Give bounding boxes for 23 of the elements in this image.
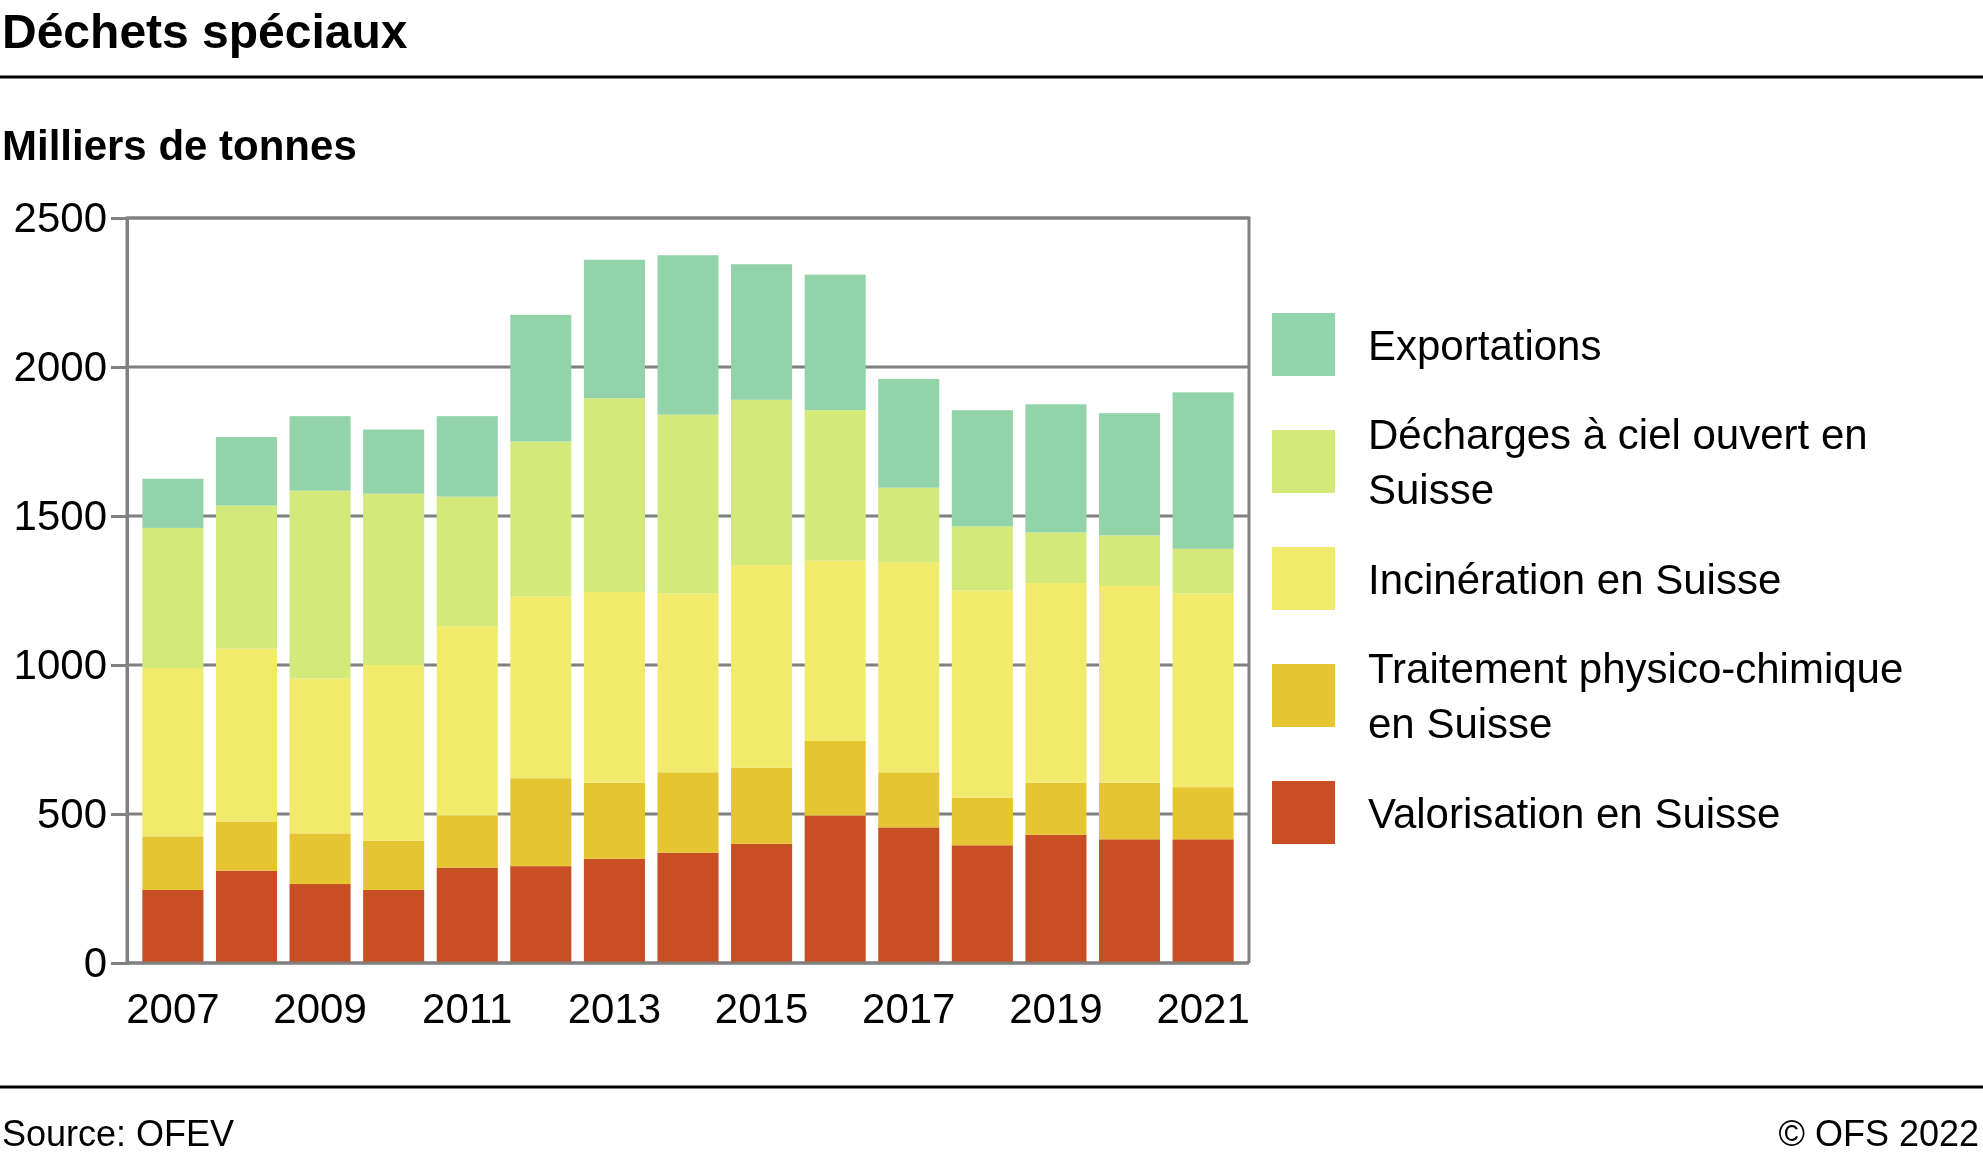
x-tick-label: 2013 <box>567 984 662 1032</box>
x-tick-label: 2007 <box>126 984 220 1032</box>
x-tick-label: 2009 <box>273 984 367 1032</box>
x-tick-label: 2011 <box>422 984 513 1032</box>
legend-label: Décharges à ciel ouvert en Suisse <box>1368 411 1868 513</box>
text: © OFS 2022 <box>1778 1113 1979 1154</box>
legend-label: Valorisation en Suisse <box>1368 789 1781 837</box>
x-tick-label: 2015 <box>714 984 809 1032</box>
y-tick-label: 1500 <box>13 491 107 539</box>
y-axis-title: Milliers de tonnes <box>2 122 357 169</box>
y-tick-label: 1000 <box>13 640 107 688</box>
y-tick-label: 500 <box>36 789 107 837</box>
legend-label: Traitement physico-chimique en Suisse <box>1368 645 1904 747</box>
y-tick-label: 2500 <box>13 193 107 241</box>
x-tick-label: 2019 <box>1009 984 1103 1032</box>
chart-title: Déchets spéciaux <box>2 5 408 58</box>
y-tick-label: 0 <box>83 938 107 986</box>
x-tick-label: 2021 <box>1156 984 1250 1032</box>
legend-label: Incinération en Suisse <box>1368 555 1782 603</box>
x-tick-label: 2017 <box>862 984 956 1032</box>
y-tick-label: 2000 <box>13 342 107 390</box>
source-note: Source: OFEV <box>2 1113 235 1154</box>
legend-label: Exportations <box>1368 321 1602 369</box>
